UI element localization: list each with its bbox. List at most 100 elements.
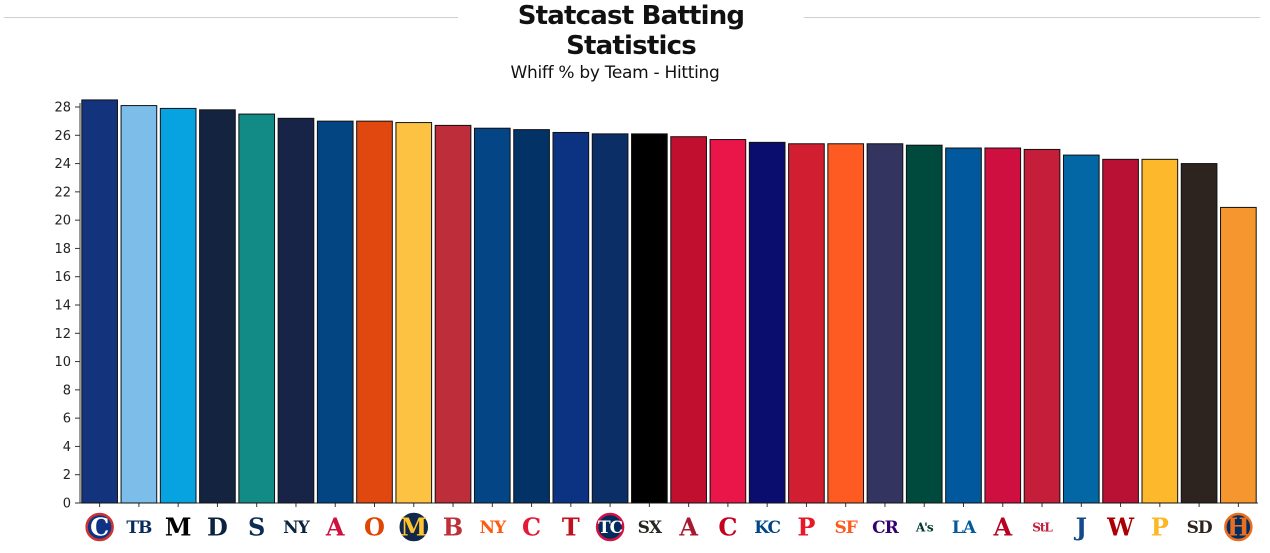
svg-text:KC: KC xyxy=(754,518,780,538)
bar-ari[interactable] xyxy=(670,136,707,504)
svg-text:SX: SX xyxy=(638,518,663,538)
y-tick-label: 26 xyxy=(54,129,71,144)
team-logo-sf-icon: SF xyxy=(835,518,859,538)
svg-text:SF: SF xyxy=(835,518,858,538)
bar-mil[interactable] xyxy=(395,122,433,504)
header-rule-right xyxy=(804,17,1260,18)
bar-kc[interactable] xyxy=(748,141,786,504)
team-logo-phi-icon: P xyxy=(797,513,815,542)
bar-hou[interactable] xyxy=(1220,206,1257,504)
svg-text:O: O xyxy=(364,513,385,542)
y-tick-label: 28 xyxy=(54,101,71,116)
svg-text:P: P xyxy=(1151,513,1169,542)
svg-text:D: D xyxy=(207,513,228,542)
svg-text:W: W xyxy=(1106,513,1135,542)
team-logo-tor-icon: J xyxy=(1074,513,1087,542)
team-logo-wsh-icon: W xyxy=(1106,513,1135,542)
team-logo-min-icon: TC xyxy=(595,512,625,542)
y-tick-label: 10 xyxy=(54,355,71,370)
team-logo-bal-icon: O xyxy=(364,513,385,542)
svg-text:T: T xyxy=(562,513,580,542)
y-tick-label: 22 xyxy=(54,185,71,200)
bar-tex[interactable] xyxy=(552,131,590,504)
team-logo-mia-icon: M xyxy=(165,513,192,542)
chart-title: Whiff % by Team - Hitting xyxy=(510,63,720,83)
svg-text:A's: A's xyxy=(915,520,934,534)
bar-oak[interactable] xyxy=(905,144,943,504)
team-logo-nyy-icon: NY xyxy=(283,518,312,538)
svg-text:H: H xyxy=(1227,513,1250,542)
team-logo-mil-icon: M xyxy=(399,513,429,542)
x-axis xyxy=(80,502,1258,507)
y-tick-label: 6 xyxy=(63,412,71,427)
bar-wsh[interactable] xyxy=(1102,158,1139,504)
bar-nym[interactable] xyxy=(473,127,511,504)
svg-text:SD: SD xyxy=(1187,518,1213,538)
y-tick-label: 8 xyxy=(63,383,71,398)
bar-det[interactable] xyxy=(199,109,236,504)
y-tick-label: 16 xyxy=(54,270,71,285)
team-logo-tex-icon: T xyxy=(562,513,580,542)
bar-cin[interactable] xyxy=(709,139,747,504)
team-logo-det-icon: D xyxy=(207,513,228,542)
team-logo-chc-icon: C xyxy=(85,513,114,542)
bar-cws[interactable] xyxy=(631,133,668,504)
team-logos: C TB M D S NY A O M B NY C T TC SX A C KC P SF CR A's LA A StL J W… xyxy=(85,512,1253,542)
team-logo-hou-icon: H xyxy=(1224,513,1253,542)
team-logo-laa-icon: A xyxy=(992,513,1012,542)
bars xyxy=(81,99,1257,504)
team-logo-stl-icon: StL xyxy=(1032,520,1054,534)
svg-text:P: P xyxy=(797,513,815,542)
bar-min[interactable] xyxy=(591,133,629,504)
team-logo-col-icon: CR xyxy=(872,518,901,538)
svg-text:LA: LA xyxy=(952,518,977,538)
svg-text:TB: TB xyxy=(126,518,152,538)
team-logo-cin-icon: C xyxy=(718,513,737,542)
bar-sd[interactable] xyxy=(1180,163,1218,504)
svg-text:CR: CR xyxy=(872,518,900,538)
bar-mia[interactable] xyxy=(159,107,197,504)
svg-text:StL: StL xyxy=(1032,520,1053,534)
team-logo-sd-icon: SD xyxy=(1187,518,1214,538)
svg-text:C: C xyxy=(718,513,737,542)
y-tick-label: 2 xyxy=(63,468,71,483)
team-logo-bos-icon: B xyxy=(443,513,463,542)
svg-text:M: M xyxy=(400,513,427,542)
bar-chc[interactable] xyxy=(81,99,118,504)
bar-cle[interactable] xyxy=(513,129,550,504)
svg-text:J: J xyxy=(1074,513,1087,542)
team-logo-oak-icon: A's xyxy=(915,520,935,534)
bar-stl[interactable] xyxy=(1023,148,1061,504)
team-logo-cle-icon: C xyxy=(522,513,541,542)
bar-phi[interactable] xyxy=(788,143,825,504)
team-logo-kc-icon: KC xyxy=(754,518,781,538)
svg-text:A: A xyxy=(992,513,1012,542)
team-logo-sea-icon: S xyxy=(248,513,265,542)
svg-text:B: B xyxy=(443,513,463,542)
bar-sf[interactable] xyxy=(827,143,865,504)
bar-nyy[interactable] xyxy=(277,117,315,504)
y-tick-label: 4 xyxy=(63,440,71,455)
y-tick-label: 24 xyxy=(54,157,71,172)
svg-text:S: S xyxy=(248,513,265,542)
bar-col[interactable] xyxy=(866,143,904,504)
page-title: Statcast Batting Statistics xyxy=(517,1,745,61)
bar-atl[interactable] xyxy=(316,120,354,504)
bar-sea[interactable] xyxy=(238,113,276,504)
bar-bal[interactable] xyxy=(356,120,393,504)
team-logo-pit-icon: P xyxy=(1151,513,1169,542)
bar-tor[interactable] xyxy=(1062,154,1100,504)
svg-text:NY: NY xyxy=(479,518,507,538)
y-tick-label: 20 xyxy=(54,214,71,229)
bar-lad[interactable] xyxy=(945,147,982,504)
header-rule-left xyxy=(4,17,458,18)
svg-text:C: C xyxy=(90,513,109,542)
bar-tb[interactable] xyxy=(120,105,158,504)
header: Statcast Batting Statistics xyxy=(0,0,1270,61)
bar-pit[interactable] xyxy=(1141,158,1179,504)
bar-bos[interactable] xyxy=(434,124,472,504)
svg-text:A: A xyxy=(678,513,698,542)
bar-laa[interactable] xyxy=(984,147,1022,504)
